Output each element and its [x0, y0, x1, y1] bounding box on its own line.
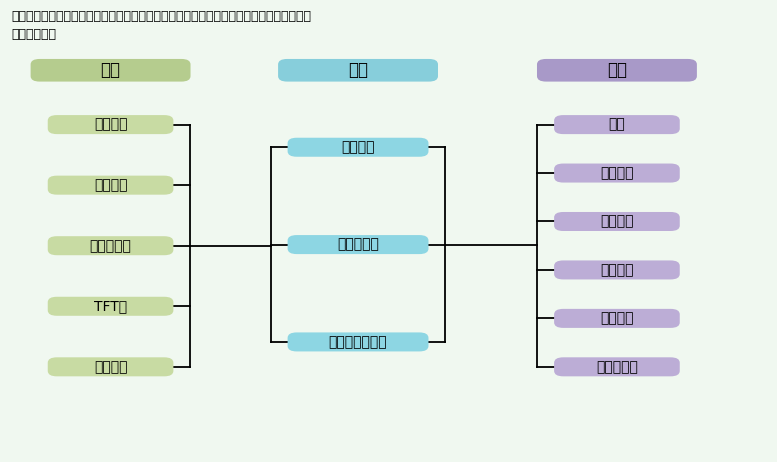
Text: TFT屏: TFT屏 [94, 299, 127, 313]
Text: 智能家居: 智能家居 [600, 263, 634, 277]
FancyBboxPatch shape [554, 212, 680, 231]
FancyBboxPatch shape [287, 333, 428, 352]
Text: 电子显示行业产业链上游主要为各种原材料，中游为电子墨水、电子屏等，下游应用广泛，
涉及领域广。: 电子显示行业产业链上游主要为各种原材料，中游为电子墨水、电子屏等，下游应用广泛，… [12, 10, 312, 41]
FancyBboxPatch shape [554, 357, 680, 377]
Text: 涂覆工艺: 涂覆工艺 [94, 360, 127, 374]
Text: 染色技术: 染色技术 [94, 178, 127, 192]
Text: 电子价签: 电子价签 [600, 214, 634, 229]
FancyBboxPatch shape [554, 309, 680, 328]
FancyBboxPatch shape [287, 138, 428, 157]
Text: 电子纸基材: 电子纸基材 [89, 239, 131, 253]
FancyBboxPatch shape [47, 176, 173, 195]
Text: 智能包装: 智能包装 [600, 166, 634, 180]
Text: 看板: 看板 [608, 118, 625, 132]
FancyBboxPatch shape [47, 357, 173, 377]
FancyBboxPatch shape [30, 59, 190, 82]
FancyBboxPatch shape [287, 235, 428, 254]
Text: 上游: 上游 [100, 61, 120, 79]
FancyBboxPatch shape [47, 297, 173, 316]
Text: 电子墨水: 电子墨水 [341, 140, 375, 154]
Text: 彩色电子纸模组: 彩色电子纸模组 [329, 335, 388, 349]
Text: 穿戴设备: 穿戴设备 [600, 311, 634, 325]
Text: 中游: 中游 [348, 61, 368, 79]
FancyBboxPatch shape [278, 59, 438, 82]
FancyBboxPatch shape [47, 236, 173, 255]
Text: 柔性电子纸: 柔性电子纸 [337, 237, 379, 252]
Text: 电泳原料: 电泳原料 [94, 118, 127, 132]
FancyBboxPatch shape [47, 115, 173, 134]
Text: 电子显示器: 电子显示器 [596, 360, 638, 374]
FancyBboxPatch shape [537, 59, 697, 82]
FancyBboxPatch shape [554, 115, 680, 134]
Text: 下游: 下游 [607, 61, 627, 79]
FancyBboxPatch shape [554, 261, 680, 280]
FancyBboxPatch shape [554, 164, 680, 182]
